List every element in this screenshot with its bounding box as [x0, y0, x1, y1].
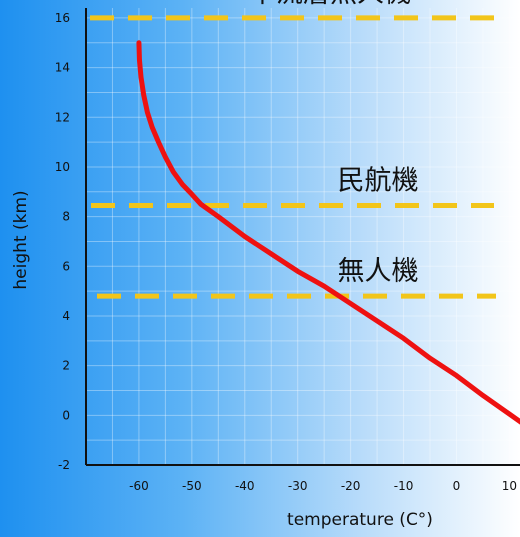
y-tick-label: 4: [62, 309, 70, 323]
y-tick-label: 10: [55, 160, 70, 174]
x-tick-label: -20: [341, 479, 361, 493]
y-tick-label: -2: [58, 458, 70, 472]
x-tick-label: -60: [129, 479, 149, 493]
y-tick-label: 2: [62, 359, 70, 373]
x-tick-label: 0: [453, 479, 461, 493]
x-tick-labels: -60 -50 -40 -30 -20 -10 0 10: [129, 479, 517, 493]
y-tick-label: 0: [62, 408, 70, 422]
y-tick-labels: -2 0 2 4 6 8 10 12 14 16: [55, 11, 70, 472]
y-tick-label: 8: [62, 210, 70, 224]
y-tick-label: 14: [55, 61, 70, 75]
x-tick-label: -10: [394, 479, 414, 493]
series: [136, 40, 520, 425]
annotation-label: 民航機: [338, 165, 419, 196]
y-tick-label: 6: [62, 259, 70, 273]
annotation-label: 無人機: [338, 256, 419, 287]
x-tick-label: 10: [502, 479, 517, 493]
x-tick-label: -30: [288, 479, 308, 493]
y-axis-title: height (km): [11, 190, 31, 289]
annotations: 平流層無人機民航機無人機: [90, 0, 496, 299]
annotation-label: 平流層無人機: [249, 0, 411, 9]
axes: [85, 8, 520, 466]
x-tick-label: -40: [235, 479, 255, 493]
y-tick-label: 16: [55, 11, 70, 25]
x-tick-label: -50: [182, 479, 202, 493]
grid: [86, 8, 520, 465]
y-tick-label: 12: [55, 110, 70, 124]
series-line: [136, 40, 520, 425]
x-axis-title: temperature (C°): [287, 510, 433, 530]
